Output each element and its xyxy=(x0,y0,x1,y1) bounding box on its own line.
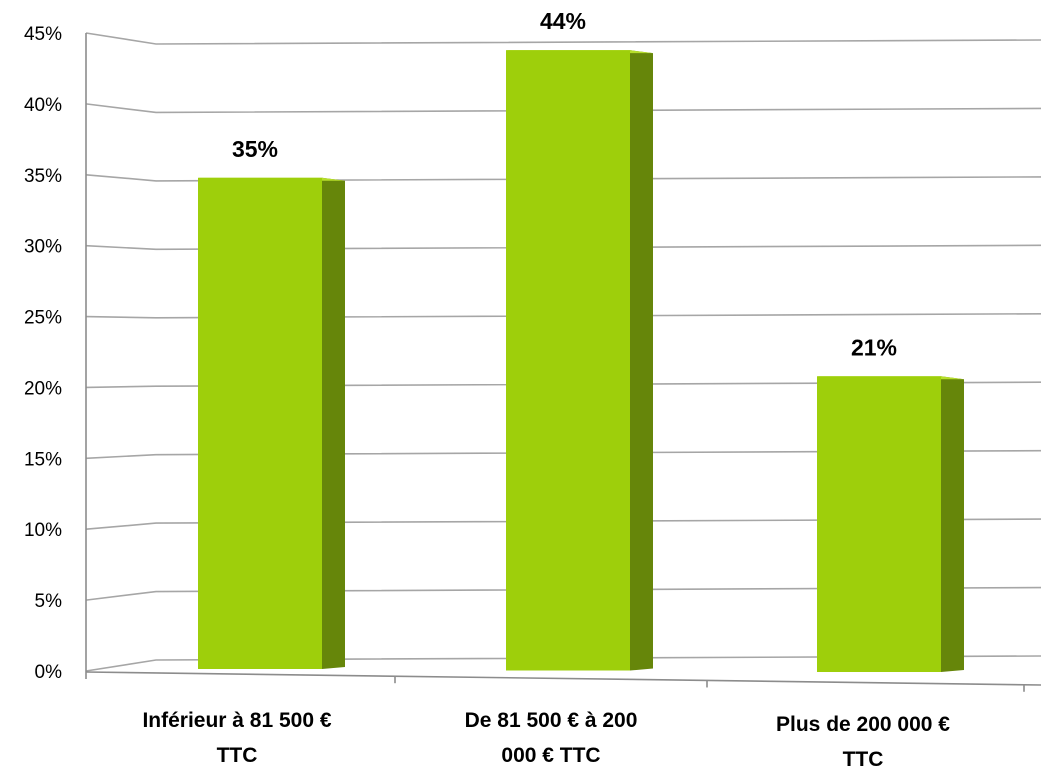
data-label: 35% xyxy=(232,136,278,162)
bar-side xyxy=(322,177,345,669)
y-tick-label: 15% xyxy=(24,449,62,470)
bar-front xyxy=(817,376,941,672)
y-tick-label: 45% xyxy=(24,24,62,45)
x-axis-line xyxy=(85,671,1041,686)
x-category-label: TTC xyxy=(843,748,884,769)
gridline xyxy=(85,103,1041,114)
bar-front xyxy=(198,177,322,669)
x-category-label: De 81 500 € à 200 xyxy=(465,709,638,732)
gridline xyxy=(85,312,1041,319)
gridline xyxy=(85,32,1041,45)
gridline xyxy=(85,244,1041,251)
gridlines xyxy=(85,32,1041,672)
bar-front xyxy=(506,50,630,671)
y-tick-label: 40% xyxy=(24,95,62,116)
data-label: 21% xyxy=(851,334,897,360)
y-tick-label: 25% xyxy=(24,308,62,329)
y-tick-label: 0% xyxy=(35,662,63,683)
gridline xyxy=(85,655,1041,672)
bar xyxy=(198,177,345,669)
data-label: 44% xyxy=(540,8,586,34)
y-tick-label: 30% xyxy=(24,237,62,258)
gridline xyxy=(85,173,1041,182)
y-tick-label: 20% xyxy=(24,378,62,399)
y-tick-label: 10% xyxy=(24,520,62,541)
axes xyxy=(85,33,1041,692)
bar-side xyxy=(941,376,964,672)
bar xyxy=(506,50,653,671)
gridline xyxy=(85,381,1041,389)
gridline xyxy=(85,518,1041,531)
labels: 0% 5% 10% 15% 20% 25% 30% 35% 40% 45% 35% Inférieur… xyxy=(24,8,950,769)
bar xyxy=(817,376,964,672)
y-tick-label: 5% xyxy=(35,591,63,612)
bars xyxy=(198,50,964,672)
x-category-label: Plus de 200 000 € xyxy=(776,713,950,736)
x-category-label: TTC xyxy=(217,744,258,767)
gridline xyxy=(85,586,1041,601)
y-tick-label: 35% xyxy=(24,166,62,187)
x-category-label: 000 € TTC xyxy=(501,744,600,767)
gridline xyxy=(85,449,1041,460)
bar-side xyxy=(630,50,653,671)
x-category-label: Inférieur à 81 500 € xyxy=(142,709,331,732)
